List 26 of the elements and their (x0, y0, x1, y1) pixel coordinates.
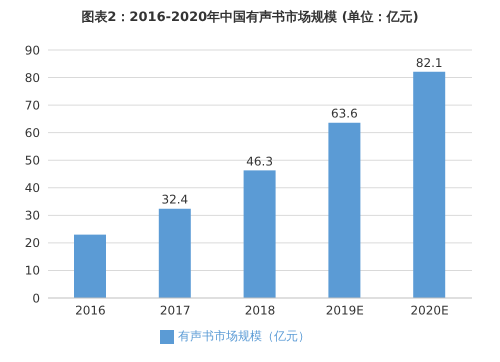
bar (74, 234, 106, 298)
data-label: 32.4 (161, 192, 188, 207)
y-tick-label: 90 (24, 43, 40, 58)
y-tick-label: 50 (24, 153, 40, 168)
x-tick-label: 2019E (326, 304, 364, 318)
y-tick-label: 10 (24, 264, 40, 278)
y-tick-label: 60 (24, 126, 40, 140)
y-tick-label: 30 (24, 208, 40, 223)
y-tick-label: 0 (32, 291, 40, 306)
bar (158, 208, 191, 298)
chart-title: 图表2：2016-2020年中国有声书市场规模 (单位：亿元) (80, 8, 420, 26)
bar (328, 122, 360, 298)
data-label: 63.6 (331, 106, 358, 121)
y-tick-label: 80 (24, 70, 40, 85)
data-label: 46.3 (246, 154, 273, 168)
y-tick-label: 40 (24, 181, 40, 196)
x-tick-label: 2018 (244, 304, 276, 318)
bar (244, 170, 276, 298)
y-tick-label: 70 (24, 98, 40, 112)
x-tick-label: 2016 (75, 304, 106, 318)
y-tick-label: 20 (24, 236, 40, 250)
data-label: 82.1 (416, 56, 443, 70)
x-tick-label: 2020E (410, 304, 449, 318)
legend-label: 有声书市场规模（亿元） (178, 329, 310, 343)
bar (413, 72, 446, 298)
x-tick-label: 2017 (160, 304, 190, 318)
